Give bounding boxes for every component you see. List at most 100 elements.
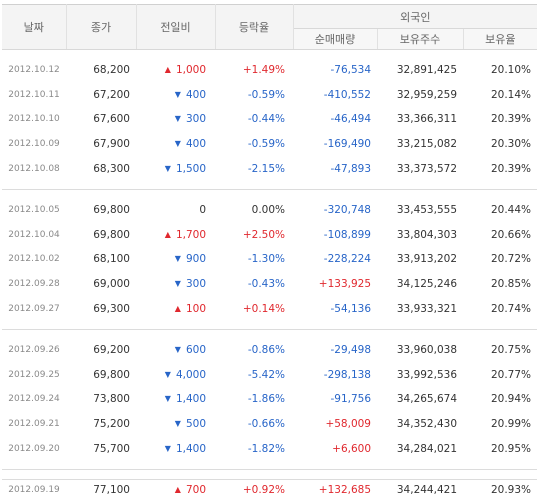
holdings-cell: 33,913,202 [396,253,457,266]
date-cell: 2012.09.21 [8,419,60,430]
close-cell: 68,300 [93,162,130,175]
ratio-cell: 20.30% [490,138,532,151]
ratio-cell: 20.66% [490,228,532,241]
foreign-trading-table-container: 날짜 종가 전일비 등락율 외국인 순매매량 보유주수 보유율 2012.10.… [0,4,548,496]
rate-cell: -1.82% [247,442,285,455]
ratio-cell: 20.77% [490,368,532,381]
triangle-down-icon: ▼ [174,114,181,124]
holdings-cell: 33,992,536 [396,368,457,381]
diff-cell: ▼ 1,400 [136,387,215,412]
group-divider [2,189,538,190]
close-cell: 68,100 [93,253,130,266]
diff-value: 600 [185,344,206,357]
header-rate: 등락율 [215,4,294,50]
rate-cell: -2.15% [247,162,285,175]
table-row: 2012.09.27 69,300 ▲ 100 +0.14% -54,136 33,933,… [2,296,537,321]
net-cell: +133,925 [318,278,371,291]
rate-cell: +0.14% [242,302,285,315]
diff-cell: ▼ 400 [136,132,215,157]
rate-cell: +2.50% [242,228,285,241]
diff-value: 300 [185,278,206,291]
date-cell: 2012.10.11 [8,89,60,100]
ratio-cell: 20.99% [490,418,532,431]
diff-cell: ▼ 300 [136,107,215,132]
triangle-down-icon: ▼ [174,89,181,99]
ratio-cell: 20.10% [490,64,532,77]
diff-value: 1,000 [175,64,206,77]
diff-value: 900 [185,253,206,266]
holdings-cell: 34,352,430 [396,418,457,431]
table-row: 2012.10.10 67,600 ▼ 300 -0.44% -46,494 33,366,… [2,107,537,132]
ratio-cell: 20.75% [490,344,532,357]
ratio-cell: 20.74% [490,302,532,315]
table-row: 2012.10.12 68,200 ▲ 1,000 +1.49% -76,534 32,89… [2,58,537,83]
close-cell: 75,200 [93,418,130,431]
header-holdings: 보유주수 [377,28,464,50]
date-cell: 2012.10.05 [8,205,60,216]
diff-cell: ▼ 300 [136,272,215,297]
table-header: 날짜 종가 전일비 등락율 외국인 순매매량 보유주수 보유율 [2,4,538,50]
table-row: 2012.10.04 69,800 ▲ 1,700 +2.50% -108,899 33,8… [2,223,537,248]
net-cell: -91,756 [330,393,371,406]
diff-value: 1,700 [175,228,206,241]
net-cell: -108,899 [323,228,371,241]
close-cell: 69,800 [93,228,130,241]
close-cell: 69,800 [93,204,130,217]
diff-value: 1,400 [175,442,206,455]
diff-cell: ▲ 700 [136,478,215,503]
close-cell: 69,000 [93,278,130,291]
holdings-cell: 33,373,572 [396,162,457,175]
diff-cell: ▲ 1,700 [136,223,215,248]
close-cell: 67,200 [93,88,130,101]
triangle-down-icon: ▼ [174,279,181,289]
diff-cell: ▲ 1,000 [136,58,215,83]
holdings-cell: 33,366,311 [396,113,457,126]
diff-value: 500 [185,418,206,431]
date-cell: 2012.09.20 [8,443,60,454]
group-gap [2,190,537,198]
ratio-cell: 20.72% [490,253,532,266]
date-cell: 2012.09.27 [8,303,60,314]
triangle-down-icon: ▼ [174,419,181,429]
group-gap [2,50,537,59]
triangle-up-icon: ▲ [164,65,171,75]
triangle-down-icon: ▼ [174,139,181,149]
diff-value: 100 [185,302,206,315]
net-cell: -47,893 [330,162,371,175]
holdings-cell: 33,215,082 [396,138,457,151]
holdings-cell: 33,453,555 [396,204,457,217]
triangle-down-icon: ▼ [174,345,181,355]
date-cell: 2012.09.24 [8,394,60,405]
diff-cell: ▼ 1,400 [136,436,215,461]
date-cell: 2012.10.08 [8,163,60,174]
group-divider [2,469,538,470]
date-cell: 2012.10.12 [8,65,60,76]
triangle-up-icon: ▲ [174,303,181,313]
date-cell: 2012.09.28 [8,279,60,290]
date-cell: 2012.10.09 [8,139,60,150]
table-row: 2012.10.05 69,800 0 0.00% -320,748 33,453,555… [2,198,537,223]
group-gap [2,461,537,470]
triangle-down-icon: ▼ [174,254,181,264]
diff-value: 400 [185,138,206,151]
diff-value: 1,400 [175,393,206,406]
rate-cell: -0.59% [247,138,285,151]
ratio-cell: 20.94% [490,393,532,406]
net-cell: -29,498 [330,344,371,357]
table-row: 2012.10.02 68,100 ▼ 900 -1.30% -228,224 33,913… [2,247,537,272]
diff-value: 700 [185,484,206,497]
table-row: 2012.10.09 67,900 ▼ 400 -0.59% -169,490 33,215… [2,132,537,157]
net-cell: -410,552 [323,88,371,101]
holdings-cell: 34,265,674 [396,393,457,406]
net-cell: -46,494 [330,113,371,126]
net-cell: +58,009 [325,418,371,431]
diff-cell: ▼ 600 [136,338,215,363]
ratio-cell: 20.39% [490,162,532,175]
group-gap [2,181,537,190]
rate-cell: 0.00% [251,204,285,217]
date-cell: 2012.09.26 [8,345,60,356]
header-diff: 전일비 [136,4,216,50]
ratio-cell: 20.39% [490,113,532,126]
close-cell: 69,800 [93,368,130,381]
close-cell: 77,100 [93,484,130,497]
